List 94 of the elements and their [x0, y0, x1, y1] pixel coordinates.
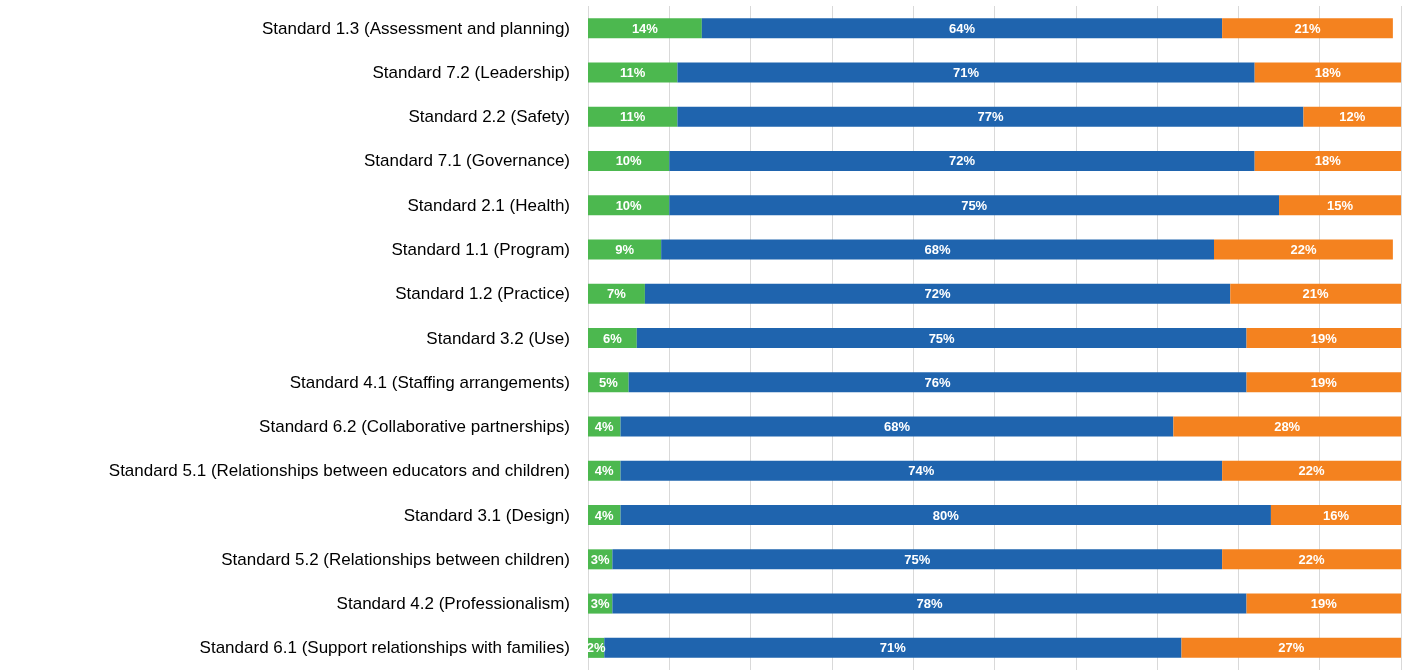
y-tick-label: Standard 5.1 (Relationships between educators and children): [108, 461, 570, 481]
y-tick-label: Standard 7.2 (Leadership): [372, 62, 570, 82]
data-label: 9%: [615, 241, 635, 257]
data-label: 22%: [1290, 241, 1317, 257]
data-label: 74%: [908, 463, 935, 479]
data-label: 5%: [598, 374, 619, 390]
bar: [1222, 460, 1401, 481]
data-label: 77%: [977, 109, 1004, 125]
bar: [1222, 18, 1393, 39]
data-label: 78%: [916, 596, 943, 612]
data-label: 10%: [615, 197, 643, 213]
bar: [620, 460, 1223, 481]
data-label: 18%: [1314, 153, 1342, 169]
y-tick-label: Standard 2.2 (Safety): [408, 107, 570, 127]
y-tick-label: Standard 2.1 (Health): [407, 195, 570, 215]
data-label: 4%: [594, 419, 615, 435]
y-tick-label: Standard 3.1 (Design): [403, 505, 570, 525]
bar: [669, 150, 1255, 171]
data-label: 3%: [590, 596, 611, 612]
data-label: 14%: [631, 20, 659, 36]
bar: [1303, 106, 1401, 127]
data-label: 27%: [1278, 640, 1305, 656]
data-label: 12%: [1339, 109, 1366, 125]
bar: [1214, 239, 1393, 260]
data-label: 18%: [1314, 64, 1342, 80]
bar: [1254, 150, 1401, 171]
y-tick-label: Standard 4.1 (Staffing arrangements): [289, 372, 570, 392]
bar: [669, 195, 1280, 216]
bar: [628, 372, 1247, 393]
bar: [588, 62, 678, 83]
bar: [1246, 372, 1401, 393]
data-label: 68%: [883, 419, 911, 435]
data-label: 75%: [961, 197, 988, 213]
bar: [612, 593, 1247, 614]
data-label: 22%: [1298, 463, 1326, 479]
data-label: 7%: [607, 286, 627, 302]
y-tick-label: Standard 6.2 (Collaborative partnerships): [259, 417, 570, 437]
y-tick-label: Standard 1.2 (Practice): [395, 284, 570, 304]
y-tick-label: Standard 1.3 (Assessment and planning): [261, 18, 570, 38]
bar: [612, 549, 1223, 570]
bar: [677, 62, 1255, 83]
data-label: 19%: [1310, 330, 1338, 346]
y-tick-label: Standard 4.2 (Professionalism): [336, 594, 570, 614]
data-label: 15%: [1327, 197, 1354, 213]
data-label: 3%: [590, 551, 611, 567]
bar: [588, 18, 702, 39]
data-label: 4%: [594, 507, 615, 523]
bar: [1270, 505, 1401, 526]
bar: [620, 416, 1174, 437]
bar: [1230, 283, 1401, 304]
data-label: 10%: [615, 153, 643, 169]
data-label: 4%: [594, 463, 615, 479]
data-label: 21%: [1294, 20, 1321, 36]
data-label: 16%: [1322, 507, 1350, 523]
data-label: 76%: [924, 374, 952, 390]
data-label: 19%: [1310, 596, 1338, 612]
bar: [1246, 328, 1401, 348]
bar: [1222, 549, 1401, 570]
data-label: 19%: [1310, 374, 1338, 390]
data-label: 80%: [932, 507, 960, 523]
data-label: 6%: [602, 330, 623, 346]
data-label: 75%: [928, 330, 956, 346]
bar: [661, 239, 1215, 260]
data-label: 75%: [904, 551, 931, 567]
bar: [588, 283, 645, 304]
data-label: 71%: [879, 640, 907, 656]
y-tick-label: Standard 5.2 (Relationships between children): [221, 549, 570, 569]
data-label: 11%: [620, 64, 646, 80]
data-label: 64%: [948, 20, 976, 36]
data-label: 11%: [620, 109, 646, 125]
data-label: 71%: [953, 64, 980, 80]
bar: [1279, 195, 1401, 216]
bar: [1173, 416, 1401, 437]
y-tick-label: Standard 3.2 (Use): [426, 328, 570, 348]
bar: [588, 239, 662, 260]
data-label: 72%: [948, 153, 976, 169]
bar: [1246, 593, 1401, 614]
y-tick-label: Standard 1.1 (Program): [391, 239, 570, 259]
bar: [636, 328, 1247, 348]
data-label: 68%: [924, 241, 952, 257]
bar: [677, 106, 1304, 127]
bar: [1181, 637, 1401, 658]
bar: [644, 283, 1231, 304]
y-tick-label: Standard 7.1 (Governance): [363, 151, 570, 171]
bar: [701, 18, 1223, 39]
bar: [620, 505, 1271, 526]
y-tick-label: Standard 6.1 (Support relationships with families): [199, 638, 570, 658]
data-label: 28%: [1274, 419, 1301, 435]
data-label: 22%: [1298, 551, 1326, 567]
bar: [588, 106, 678, 127]
data-label: 72%: [924, 286, 952, 302]
bar: [1254, 62, 1401, 83]
bar: [604, 637, 1182, 658]
data-label: 21%: [1302, 286, 1330, 302]
